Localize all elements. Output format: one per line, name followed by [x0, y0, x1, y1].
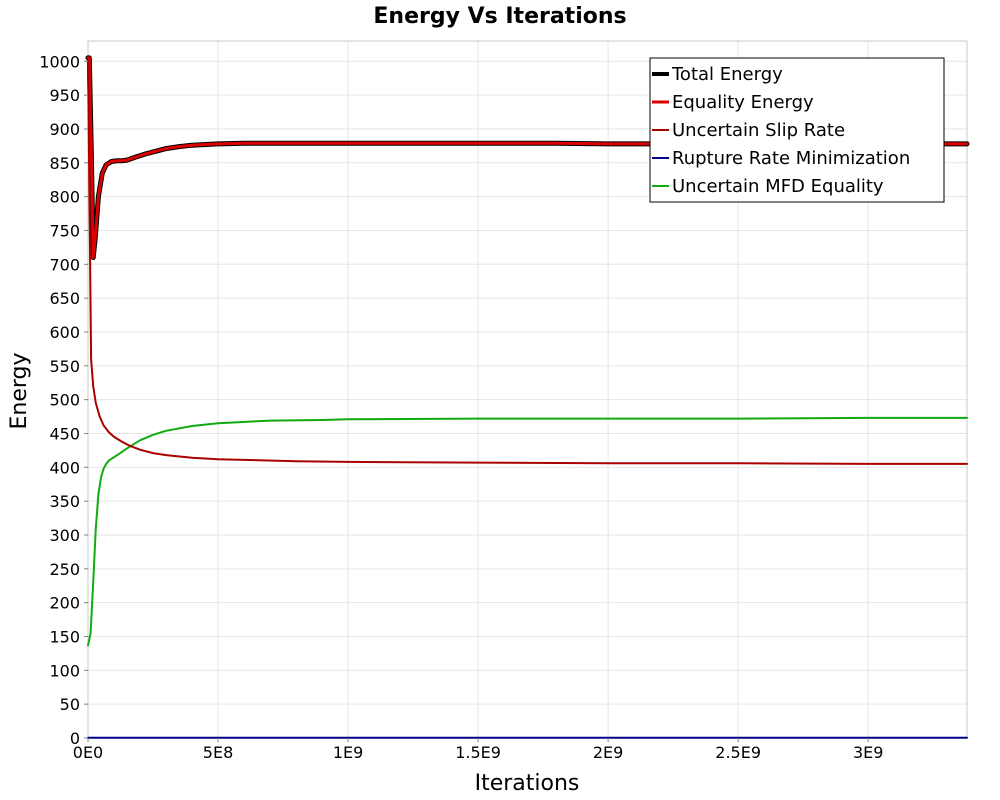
y-axis-title: Energy — [7, 352, 32, 429]
y-tick-label: 50 — [60, 695, 80, 714]
y-tick-label: 1000 — [39, 52, 80, 71]
x-tick-label: 0E0 — [73, 743, 103, 762]
x-tick-label: 1E9 — [333, 743, 363, 762]
legend-label: Rupture Rate Minimization — [672, 148, 910, 169]
y-tick-label: 450 — [49, 424, 80, 443]
y-tick-label: 550 — [49, 357, 80, 376]
legend-label: Uncertain Slip Rate — [672, 120, 845, 141]
y-tick-label: 850 — [49, 154, 80, 173]
x-tick-label: 1.5E9 — [455, 743, 501, 762]
legend-label: Equality Energy — [672, 92, 814, 113]
chart-title: Energy Vs Iterations — [373, 4, 626, 29]
y-tick-label: 900 — [49, 120, 80, 139]
x-tick-label: 2E9 — [593, 743, 623, 762]
x-tick-label: 2.5E9 — [715, 743, 761, 762]
y-tick-label: 600 — [49, 323, 80, 342]
y-tick-label: 200 — [49, 594, 80, 613]
series-line-uncertain-mfd-equality — [87, 416, 968, 647]
x-axis-title: Iterations — [475, 771, 580, 796]
y-tick-label: 650 — [49, 289, 80, 308]
y-tick-label: 750 — [49, 221, 80, 240]
y-tick-label: 300 — [49, 526, 80, 545]
y-tick-label: 950 — [49, 86, 80, 105]
series-line-uncertain-slip-rate — [87, 60, 968, 465]
legend-label: Uncertain MFD Equality — [672, 176, 884, 197]
y-tick-label: 150 — [49, 627, 80, 646]
y-tick-label: 0 — [70, 729, 80, 748]
legend-box — [649, 57, 945, 203]
legend-label: Total Energy — [671, 64, 783, 85]
y-tick-label: 350 — [49, 492, 80, 511]
x-tick-label: 5E8 — [203, 743, 233, 762]
legend: Total Energy Equality Energy Uncertain Sli… — [649, 57, 945, 203]
y-tick-label: 400 — [49, 458, 80, 477]
x-tick-label: 3E9 — [853, 743, 883, 762]
y-tick-label: 700 — [49, 255, 80, 274]
y-tick-label: 100 — [49, 661, 80, 680]
axes: 0 50 100 150 200 250 300 350 400 450 500 550 600 650 7… — [39, 52, 883, 762]
y-tick-label: 800 — [49, 188, 80, 207]
y-tick-label: 250 — [49, 560, 80, 579]
y-tick-label: 500 — [49, 391, 80, 410]
